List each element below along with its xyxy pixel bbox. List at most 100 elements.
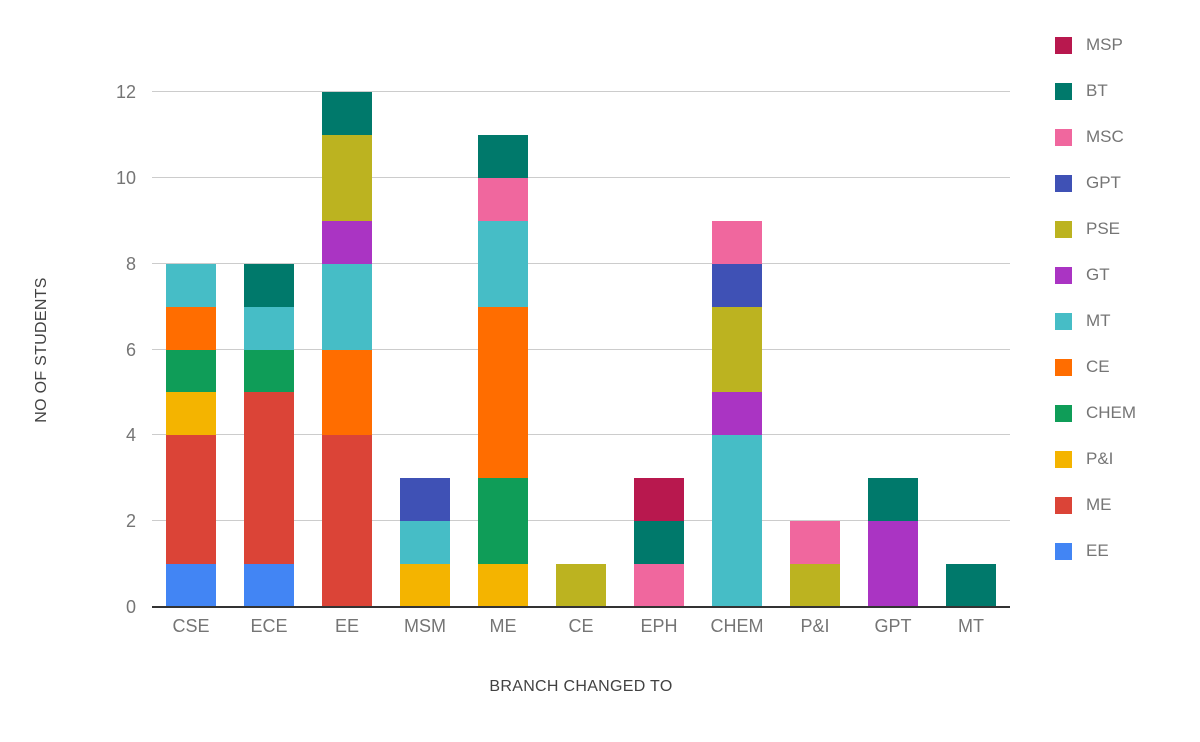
legend-label: EE: [1086, 541, 1109, 560]
bar-P&I[interactable]: [790, 521, 840, 607]
bar-segment-EE-CE[interactable]: [322, 349, 372, 436]
legend-label: ME: [1086, 495, 1112, 514]
bar-segment-GPT-GT[interactable]: [868, 521, 918, 607]
bar-segment-CSE-CHEM[interactable]: [166, 349, 216, 393]
bar-segment-CHEM-GPT[interactable]: [712, 263, 762, 307]
bar-EPH[interactable]: [634, 478, 684, 607]
legend-swatch-PSE: [1055, 220, 1072, 238]
legend: MSP BT MSC GPT PSE GT MT CE CHEM P&I ME EE: [1055, 35, 1136, 561]
bar-MSM[interactable]: [400, 478, 450, 607]
legend-swatch-EE: [1055, 542, 1072, 560]
x-axis-tick-label: CE: [568, 616, 594, 636]
legend-item-CHEM[interactable]: CHEM: [1055, 403, 1136, 423]
bar-CSE[interactable]: [166, 263, 216, 607]
bar-CHEM[interactable]: [712, 220, 762, 607]
plot-area: [152, 91, 1010, 608]
gridline-6: [152, 348, 1010, 350]
legend-item-MSP[interactable]: MSP: [1055, 35, 1136, 55]
y-axis-tick-label: 4: [125, 425, 136, 446]
y-axis-tick-label: 10: [115, 167, 136, 188]
bar-segment-MSM-MT[interactable]: [400, 521, 450, 565]
x-axis-tick-label: EE: [334, 616, 359, 636]
bar-segment-CSE-EE[interactable]: [166, 564, 216, 607]
legend-swatch-GT: [1055, 266, 1072, 284]
bar-segment-ME-CE[interactable]: [478, 306, 528, 479]
bar-segment-CE-PSE[interactable]: [556, 564, 606, 607]
x-axis-tick-label: P&I: [800, 616, 830, 636]
legend-swatch-MSP: [1055, 36, 1072, 54]
bar-segment-MT-BT[interactable]: [946, 564, 996, 607]
bar-segment-CHEM-MT[interactable]: [712, 435, 762, 607]
x-axis-tick-label: MT: [958, 616, 984, 636]
bar-segment-CHEM-MSC[interactable]: [712, 220, 762, 264]
bar-EE[interactable]: [322, 92, 372, 607]
bar-segment-ME-MT[interactable]: [478, 220, 528, 307]
bar-segment-CSE-ME[interactable]: [166, 435, 216, 565]
y-axis-tick-label: 2: [125, 511, 136, 532]
legend-swatch-CHEM: [1055, 404, 1072, 422]
x-axis-tick-label: CHEM: [710, 616, 764, 636]
legend-label: CHEM: [1086, 403, 1137, 422]
bar-segment-GPT-BT[interactable]: [868, 478, 918, 522]
bar-segment-MSM-GPT[interactable]: [400, 478, 450, 522]
bar-segment-P&I-PSE[interactable]: [790, 564, 840, 607]
y-axis-title: NO OF STUDENTS: [33, 277, 50, 423]
bar-ME[interactable]: [478, 134, 528, 607]
bar-segment-ECE-ME[interactable]: [244, 392, 294, 565]
bar-segment-CSE-MT[interactable]: [166, 263, 216, 307]
bar-segment-CHEM-PSE[interactable]: [712, 306, 762, 393]
legend-item-MSC[interactable]: MSC: [1055, 127, 1136, 147]
legend-item-GT[interactable]: GT: [1055, 265, 1136, 285]
legend-swatch-BT: [1055, 82, 1072, 100]
legend-item-ME[interactable]: ME: [1055, 495, 1136, 515]
legend-item-BT[interactable]: BT: [1055, 81, 1136, 101]
bar-segment-MSM-P&I[interactable]: [400, 564, 450, 607]
legend-label: GT: [1086, 265, 1110, 284]
bar-segment-ME-MSC[interactable]: [478, 177, 528, 221]
legend-swatch-P&I: [1055, 450, 1072, 468]
x-axis-tick-label: MSM: [404, 616, 446, 636]
legend-item-CE[interactable]: CE: [1055, 357, 1136, 377]
bar-segment-ECE-CHEM[interactable]: [244, 349, 294, 393]
bar-ECE[interactable]: [244, 263, 294, 607]
legend-label: BT: [1086, 81, 1108, 100]
legend-label: PSE: [1086, 219, 1121, 238]
bar-segment-CSE-P&I[interactable]: [166, 392, 216, 436]
bar-segment-EE-GT[interactable]: [322, 220, 372, 264]
legend-swatch-CE: [1055, 358, 1072, 376]
gridline-12: [152, 91, 1010, 92]
legend-item-GPT[interactable]: GPT: [1055, 173, 1136, 193]
bar-segment-EPH-MSC[interactable]: [634, 564, 684, 607]
x-axis-tick-label: ME: [489, 616, 517, 636]
bar-segment-ECE-BT[interactable]: [244, 263, 294, 307]
bar-segment-EE-MT[interactable]: [322, 263, 372, 350]
legend-swatch-MSC: [1055, 128, 1072, 146]
y-axis-tick-label: 8: [125, 253, 136, 274]
bar-segment-EE-PSE[interactable]: [322, 134, 372, 221]
bar-segment-ME-CHEM[interactable]: [478, 478, 528, 565]
bar-CE[interactable]: [556, 564, 606, 607]
y-axis-tick-label: 12: [115, 82, 136, 102]
legend-item-EE[interactable]: EE: [1055, 541, 1136, 561]
legend-label: GPT: [1086, 173, 1121, 192]
bar-segment-P&I-MSC[interactable]: [790, 521, 840, 565]
bar-segment-CSE-CE[interactable]: [166, 306, 216, 350]
bar-segment-EE-ME[interactable]: [322, 435, 372, 607]
bar-segment-ECE-MT[interactable]: [244, 306, 294, 350]
bar-segment-EPH-BT[interactable]: [634, 521, 684, 565]
legend-item-PSE[interactable]: PSE: [1055, 219, 1136, 239]
bar-segment-EPH-MSP[interactable]: [634, 478, 684, 522]
legend-item-P&I[interactable]: P&I: [1055, 449, 1136, 469]
bar-segment-EE-BT[interactable]: [322, 92, 372, 135]
bar-segment-ECE-EE[interactable]: [244, 564, 294, 607]
bar-segment-ME-P&I[interactable]: [478, 564, 528, 607]
gridline-8: [152, 262, 1010, 264]
gridline-2: [152, 520, 1010, 522]
legend-item-MT[interactable]: MT: [1055, 311, 1136, 331]
bar-segment-ME-BT[interactable]: [478, 134, 528, 178]
x-axis-tick-label: GPT: [874, 616, 912, 636]
bar-segment-CHEM-GT[interactable]: [712, 392, 762, 436]
bar-MT[interactable]: [946, 564, 996, 607]
bar-GPT[interactable]: [868, 478, 918, 607]
